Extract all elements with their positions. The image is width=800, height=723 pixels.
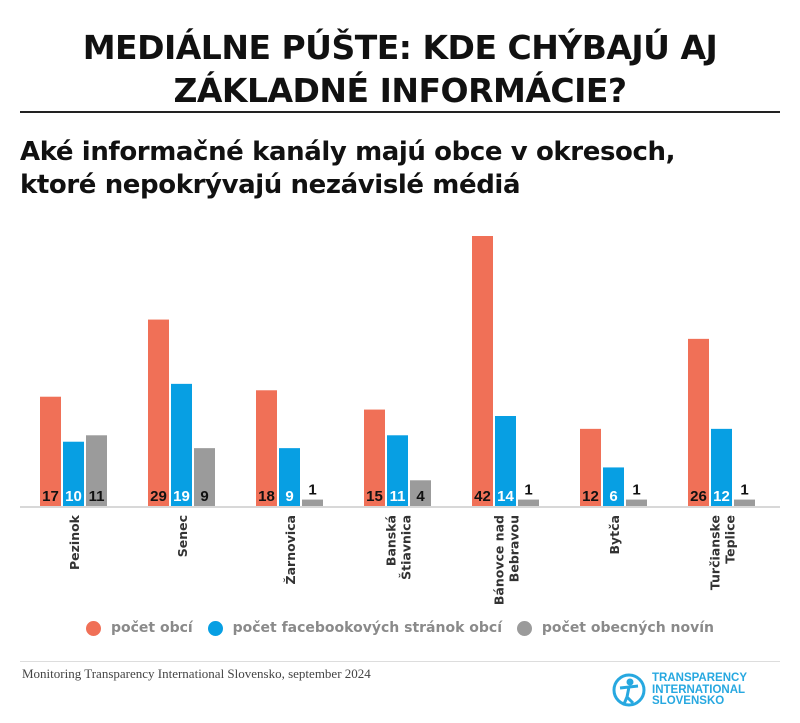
subtitle-line: Aké informačné kanály majú obce v okreso…: [20, 137, 676, 167]
bar: [472, 236, 493, 506]
category-label: Senec: [175, 515, 190, 557]
data-label: 11: [89, 488, 105, 505]
bar: [194, 448, 215, 506]
legend-label: počet obecných novín: [541, 620, 715, 636]
category-label: Bytča: [607, 515, 622, 555]
legend-item: počet obecných novín: [516, 620, 715, 636]
bar: [603, 467, 624, 506]
bar: [279, 448, 300, 506]
title-line: MEDIÁLNE PÚŠTE: KDE CHÝBAJÚ AJ: [82, 28, 718, 67]
data-label: 9: [200, 488, 208, 505]
bar: [495, 416, 516, 506]
data-label: 10: [65, 488, 82, 505]
bar: [171, 383, 192, 506]
logo-line: SLOVENSKO: [652, 695, 725, 707]
bar: [364, 409, 385, 506]
bar: [40, 396, 61, 506]
bar: [148, 319, 169, 506]
bar: [86, 435, 107, 506]
logo-line: INTERNATIONAL: [652, 683, 746, 696]
legend-label: počet obcí: [110, 620, 193, 636]
bar: [734, 499, 755, 506]
data-label: 1: [524, 482, 532, 499]
logo-line: TRANSPARENCY: [652, 672, 747, 684]
legend: počet obcí počet facebookových stránok o…: [0, 620, 800, 640]
bar: [688, 338, 709, 506]
legend-item: počet obcí: [85, 620, 193, 636]
legend-swatch: [516, 620, 532, 636]
footer-divider: [20, 661, 780, 662]
bar: [711, 428, 732, 506]
data-label: 14: [497, 488, 514, 505]
data-label: 42: [474, 488, 491, 505]
category-label: Žarnovica: [283, 515, 298, 584]
data-label: 15: [366, 488, 383, 505]
data-label: 26: [690, 488, 707, 505]
category-label: Pezinok: [67, 514, 82, 570]
legend-swatch: [85, 620, 101, 636]
data-label: 12: [713, 488, 730, 505]
title-line: ZÁKLADNÉ INFORMÁCIE?: [173, 71, 627, 110]
bar: [387, 435, 408, 506]
data-label: 4: [416, 488, 425, 505]
data-label: 18: [258, 488, 275, 505]
bar: [626, 499, 647, 506]
bar: [63, 441, 84, 506]
data-label: 17: [42, 488, 59, 505]
data-label: 29: [150, 488, 167, 505]
legend-label: počet facebookových stránok obcí: [232, 620, 502, 636]
legend-item: počet facebookových stránok obcí: [207, 620, 502, 636]
legend-swatch: [207, 620, 223, 636]
logo-figure-icon: [612, 673, 646, 707]
subtitle-line: ktoré nepokrývajú nezávislé médiá: [20, 170, 521, 200]
data-label: 1: [632, 482, 640, 499]
category-label: Turčianske: [708, 515, 723, 590]
category-label: Teplice: [723, 515, 738, 564]
chart-subtitle: Aké informačné kanály majú obce v okreso…: [20, 136, 675, 202]
bar: [410, 480, 431, 506]
data-label: 6: [609, 488, 617, 505]
category-label: Bánovce nad: [492, 515, 507, 605]
data-label: 12: [582, 488, 599, 505]
data-label: 9: [285, 488, 293, 505]
data-label: 1: [740, 482, 748, 499]
logo: TRANSPARENCY INTERNATIONAL SLOVENSKO: [612, 672, 747, 708]
bar: [580, 428, 601, 506]
logo-text: TRANSPARENCY INTERNATIONAL SLOVENSKO: [652, 672, 747, 708]
category-label: Štiavnica: [399, 515, 414, 580]
title-divider: [20, 111, 780, 113]
bar: [256, 390, 277, 506]
source-note: Monitoring Transparency International Sl…: [22, 666, 371, 681]
data-label: 19: [173, 488, 190, 505]
category-label: Banská: [384, 515, 399, 566]
data-label: 1: [308, 482, 316, 499]
category-label: Bebravou: [507, 515, 522, 582]
chart-title: MEDIÁLNE PÚŠTE: KDE CHÝBAJÚ AJ ZÁKLADNÉ …: [0, 26, 800, 112]
bar: [302, 499, 323, 506]
data-label: 11: [390, 488, 406, 505]
bar: [518, 499, 539, 506]
